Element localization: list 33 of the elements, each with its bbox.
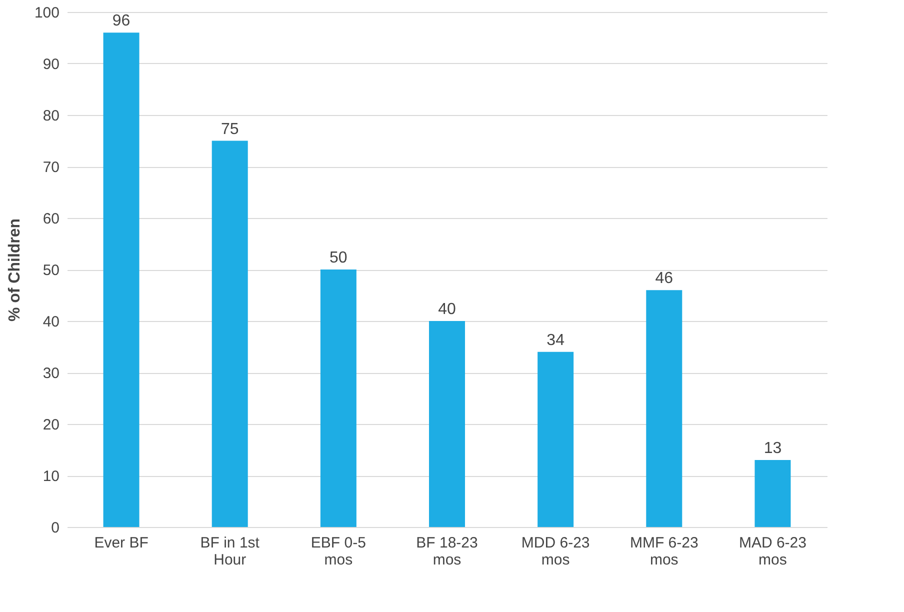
bar bbox=[754, 460, 791, 527]
bar bbox=[320, 270, 356, 527]
data-label: 13 bbox=[764, 440, 782, 458]
y-tick-label: 30 bbox=[42, 365, 60, 382]
y-tick-label: 80 bbox=[42, 108, 60, 124]
y-tick-label: 40 bbox=[42, 314, 60, 330]
y-tick-label: 70 bbox=[42, 159, 60, 176]
data-label: 50 bbox=[330, 250, 348, 266]
y-tick-label: 0 bbox=[51, 520, 60, 536]
data-label: 46 bbox=[655, 270, 674, 288]
y-tick-label: 50 bbox=[42, 262, 60, 279]
y-tick-label: 10 bbox=[42, 468, 60, 485]
x-tick-label: Ever BF bbox=[94, 534, 148, 552]
y-tick-label: 100 bbox=[34, 4, 60, 22]
x-tick-label: EBF 0-5 mos bbox=[310, 534, 366, 568]
bar bbox=[429, 321, 465, 527]
y-tick-label: 60 bbox=[42, 210, 60, 228]
x-tick-label: MDD 6-23 mos bbox=[521, 534, 590, 568]
x-tick-label: MAD 6-23 mos bbox=[738, 534, 806, 568]
y-tick-label: 90 bbox=[42, 56, 60, 73]
x-tick-label: BF in 1st Hour bbox=[200, 534, 260, 568]
x-tick-label: BF 18-23 mos bbox=[416, 534, 478, 568]
bar bbox=[212, 140, 248, 527]
y-tick-label: 20 bbox=[42, 416, 60, 434]
y-axis-title: % of Children bbox=[6, 218, 24, 322]
data-label: 96 bbox=[112, 12, 130, 30]
x-tick-label: MMF 6-23 mos bbox=[630, 534, 698, 568]
data-label: 75 bbox=[220, 120, 239, 138]
bar bbox=[646, 290, 682, 527]
bar bbox=[538, 352, 574, 527]
data-label: 40 bbox=[438, 301, 456, 318]
bar bbox=[103, 32, 140, 527]
data-label: 34 bbox=[546, 332, 565, 349]
